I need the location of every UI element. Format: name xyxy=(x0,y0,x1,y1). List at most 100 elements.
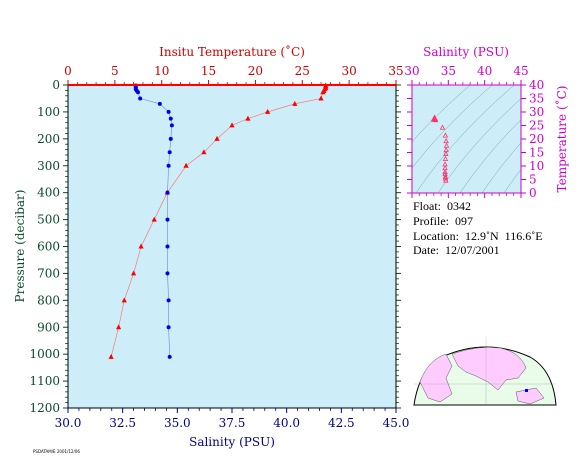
temperature-point xyxy=(183,162,189,168)
temperature-point xyxy=(214,135,220,141)
ts-point xyxy=(443,138,449,144)
map-land-asia xyxy=(451,347,527,391)
top-tick-label: 15 xyxy=(201,64,216,78)
y-tick-label: 1100 xyxy=(29,374,60,388)
temperature-point xyxy=(138,243,144,249)
ts-y-tick-label: 5 xyxy=(529,173,537,187)
temperature-point xyxy=(318,95,324,101)
bottom-tick-label: 45.0 xyxy=(383,416,410,430)
ts-point xyxy=(442,132,449,138)
top-tick-label: 30 xyxy=(342,64,357,78)
salinity-point xyxy=(165,244,170,249)
location: Location: 12.9˚N 116.6˚E xyxy=(413,229,543,243)
float-id: Float: 0342 xyxy=(413,199,472,213)
ts-x-tick-label: 40 xyxy=(477,64,492,78)
top-tick-label: 10 xyxy=(154,64,169,78)
top-tick-label: 0 xyxy=(64,64,72,78)
y-tick-label: 400 xyxy=(37,186,60,200)
top-axis-label: Insitu Temperature (˚C) xyxy=(159,44,305,59)
ts-point xyxy=(443,150,449,156)
y-tick-label: 200 xyxy=(37,132,60,146)
top-tick-label: 35 xyxy=(388,64,403,78)
salinity-point xyxy=(166,109,171,114)
ts-y-tick-label: 15 xyxy=(529,146,544,160)
top-tick-label: 25 xyxy=(295,64,310,78)
ts-y-tick-label: 40 xyxy=(529,78,544,92)
y-tick-label: 1000 xyxy=(29,347,60,361)
location-map xyxy=(413,337,557,406)
temperature-point xyxy=(265,108,271,114)
salinity-point xyxy=(165,271,170,276)
y-tick-label: 300 xyxy=(37,159,60,173)
salinity-point xyxy=(168,116,173,121)
y-tick-label: 900 xyxy=(37,320,60,334)
top-tick-label: 20 xyxy=(248,64,263,78)
salinity-point xyxy=(167,150,172,155)
ts-x-tick-label: 35 xyxy=(441,64,456,78)
salinity-point xyxy=(135,90,140,95)
density-contours xyxy=(412,85,521,193)
date: Date: 12/07/2001 xyxy=(413,243,500,257)
density-contour xyxy=(415,85,515,193)
temperature-point xyxy=(245,115,251,121)
temperature-point xyxy=(292,100,298,106)
salinity-point xyxy=(165,217,170,222)
y-tick-label: 100 xyxy=(37,105,60,119)
density-contour xyxy=(412,85,493,169)
salinity-point xyxy=(166,298,171,303)
ts-point xyxy=(432,116,438,123)
bottom-tick-label: 42.5 xyxy=(328,416,355,430)
salinity-point xyxy=(166,325,171,330)
bottom-tick-label: 40.0 xyxy=(273,416,300,430)
ts-point xyxy=(442,155,449,161)
salinity-point xyxy=(168,136,173,141)
map-land-australia xyxy=(515,387,545,405)
y-tick-label: 1200 xyxy=(29,401,60,415)
temperature-point xyxy=(131,270,137,276)
salinity-point xyxy=(166,163,171,168)
ts-point xyxy=(443,142,450,148)
ts-x-label: Salinity (PSU) xyxy=(423,45,509,59)
density-contour xyxy=(459,119,521,193)
ts-point xyxy=(442,168,448,174)
ts-background xyxy=(412,85,521,193)
density-contour xyxy=(437,98,521,193)
temperature-point xyxy=(108,353,114,359)
temperature-point xyxy=(229,122,235,128)
float-location-marker xyxy=(525,389,528,392)
ts-points xyxy=(430,114,450,183)
bottom-tick-label: 30.0 xyxy=(55,416,82,430)
series-layer xyxy=(108,82,329,359)
ts-point xyxy=(439,124,446,130)
y-tick-label: 700 xyxy=(37,266,60,280)
y-axis-label: Pressure (decibar) xyxy=(13,190,27,303)
y-tick-label: 800 xyxy=(37,293,60,307)
ts-y-tick-label: 10 xyxy=(529,159,544,173)
plot-background xyxy=(68,85,396,408)
temperature-point xyxy=(320,89,326,95)
ts-point xyxy=(443,177,449,183)
top-tick-label: 5 xyxy=(111,64,119,78)
ts-x-tick-label: 45 xyxy=(513,64,528,78)
bottom-tick-label: 35.0 xyxy=(164,416,191,430)
y-tick-label: 600 xyxy=(37,240,60,254)
temperature-point xyxy=(121,297,127,303)
profile-plot: 0 5 10 15 20 25 30 35 30.0 32.5 35.0 37.5 40.0 42.5 45… xyxy=(13,44,409,449)
salinity-point xyxy=(157,101,162,106)
bottom-tick-label: 32.5 xyxy=(109,416,136,430)
ts-y-tick-label: 35 xyxy=(529,92,544,106)
map-land-africa xyxy=(419,353,453,403)
ts-point xyxy=(442,175,449,181)
ts-y-tick-label: 30 xyxy=(529,105,544,119)
salinity-point xyxy=(167,354,172,359)
ts-y-tick-label: 0 xyxy=(529,186,537,200)
profile-number: Profile: 097 xyxy=(413,214,473,228)
ts-x-tick-label: 30 xyxy=(404,64,419,78)
ts-y-tick-label: 25 xyxy=(529,119,544,133)
bottom-tick-label: 37.5 xyxy=(219,416,246,430)
y-tick-label: 500 xyxy=(37,213,60,227)
temperature-point xyxy=(116,324,122,330)
